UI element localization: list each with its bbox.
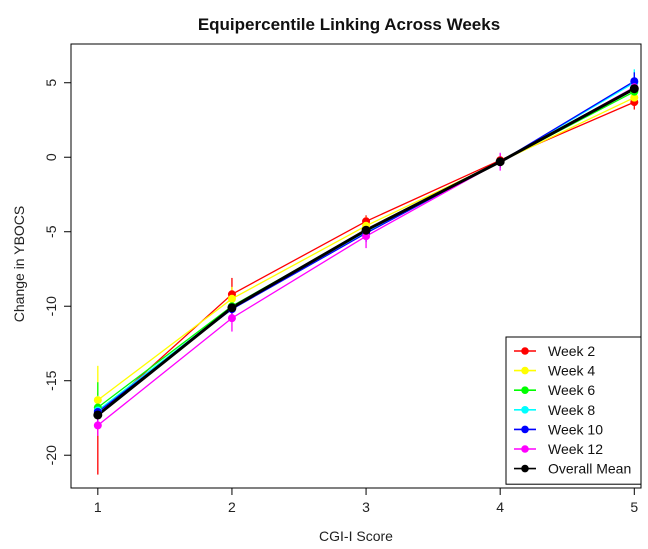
legend-label: Week 2 (548, 343, 595, 359)
legend-swatch-point (521, 406, 529, 414)
x-tick-label: 4 (496, 499, 504, 515)
chart-title: Equipercentile Linking Across Weeks (198, 15, 500, 34)
legend-swatch-point (521, 366, 529, 375)
data-point (227, 303, 237, 313)
data-point (629, 84, 639, 94)
y-tick-label: -5 (43, 225, 59, 238)
y-tick-label: 5 (43, 79, 59, 87)
x-tick-label: 5 (630, 499, 638, 515)
legend-label: Overall Mean (548, 461, 631, 477)
legend-label: Week 6 (548, 382, 595, 398)
data-point (93, 421, 102, 430)
legend-label: Week 8 (548, 402, 595, 418)
axes: 1 2 3 4 5 -20 -15 -10 -5 0 5 (43, 79, 638, 515)
legend-swatch-point (521, 386, 529, 395)
y-tick-label: -15 (43, 370, 59, 390)
legend-swatch-point (521, 464, 529, 473)
x-tick-label: 3 (362, 499, 370, 515)
data-point (630, 93, 639, 102)
data-point (93, 396, 102, 405)
x-tick-label: 1 (94, 499, 102, 515)
data-point (361, 225, 371, 235)
data-point (227, 314, 236, 323)
y-tick-label: -20 (43, 445, 59, 465)
y-axis-label: Change in YBOCS (11, 206, 27, 322)
y-tick-label: -10 (43, 296, 59, 316)
legend-label: Week 12 (548, 441, 603, 457)
data-point (93, 410, 103, 420)
legend: Week 2 Week 4 Week 6 Week 8 Week 10 Week 12 Ov… (505, 336, 642, 485)
legend-swatch-point (521, 347, 529, 355)
legend-swatch-point (521, 425, 529, 434)
data-point (227, 294, 236, 303)
data-point (630, 77, 639, 86)
data-point (495, 157, 505, 167)
plot-frame (70, 43, 642, 489)
legend-label: Week 4 (548, 363, 595, 379)
y-tick-label: 0 (43, 153, 59, 161)
x-tick-label: 2 (228, 499, 236, 515)
series-group (93, 69, 639, 475)
legend-swatch-point (521, 445, 529, 453)
x-axis-label: CGI-I Score (319, 528, 393, 544)
points-overall-mean (93, 84, 639, 420)
legend-label: Week 10 (548, 421, 603, 437)
